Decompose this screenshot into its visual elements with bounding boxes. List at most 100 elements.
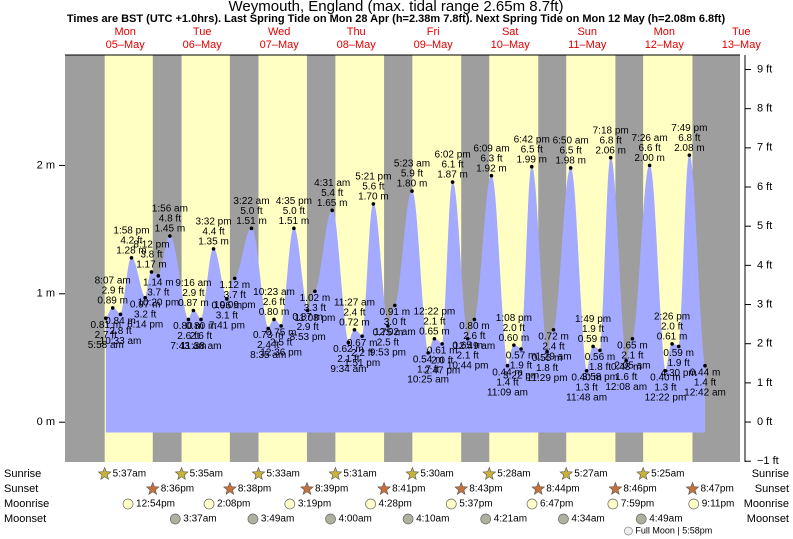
day-name: Tue: [732, 26, 751, 38]
day-date: 05–May: [106, 39, 146, 51]
moonrise-icon: [607, 498, 619, 510]
day-name: Thu: [347, 26, 366, 38]
tide-ft: 2.1 ft: [457, 350, 479, 361]
tide-ft: 5.0 ft: [283, 206, 305, 217]
tide-ft: 2.8 ft: [109, 326, 131, 337]
tide-m: 0.72 m: [538, 331, 569, 342]
moonset-time: 4:34am: [571, 514, 604, 525]
tide-ft: 2.6 ft: [177, 331, 199, 342]
tide-time: 8:07 am: [95, 276, 131, 287]
tide-ft: 5.0 ft: [240, 206, 262, 217]
tide-point: [346, 340, 351, 345]
tide-time: 9:53 pm: [370, 348, 406, 359]
tide-ft: 2.9 ft: [297, 322, 319, 333]
tide-ft: 2.5 ft: [270, 338, 292, 349]
tide-point: [472, 317, 477, 322]
tide-point: [118, 312, 123, 317]
tide-time: 12:49 am: [454, 341, 496, 352]
tide-m: 0.57 m: [506, 351, 537, 362]
tide-time: 5:21 pm: [355, 172, 391, 183]
tide-point: [624, 358, 628, 363]
tide-m: 1.65 m: [317, 198, 348, 209]
tide-ft: 3.0 ft: [384, 317, 406, 328]
y-tick-label: 0 m: [37, 416, 55, 428]
tide-time: 10:25 am: [407, 375, 449, 386]
row-label: Sunrise: [752, 468, 789, 480]
tide-ft: 6.8 ft: [600, 135, 622, 146]
tide-point: [191, 308, 196, 313]
tide-time: 4:30 pm: [661, 368, 697, 379]
tide-point: [371, 202, 376, 206]
y2-tick-label: 1 ft: [757, 377, 772, 389]
tide-point: [143, 295, 147, 300]
tide-m: 0.40 m: [650, 372, 681, 383]
tide-point: [279, 324, 283, 328]
y2-tick-label: 0 ft: [757, 416, 772, 428]
tide-m: 0.80 m: [459, 321, 490, 332]
moonset-icon: [247, 513, 259, 525]
day-date: 08–May: [337, 39, 377, 51]
sunrise-icon: [405, 466, 420, 480]
moonset-icon: [169, 513, 181, 525]
tide-point: [104, 316, 108, 321]
tide-m: 1.45 m: [155, 224, 186, 235]
sunrise-time: 5:25am: [651, 469, 684, 480]
moonrise-icon: [688, 498, 700, 510]
tide-time: 11:27 am: [334, 297, 375, 308]
tide-time: 3:58 pm: [582, 372, 618, 383]
tide-ft: 2.1 ft: [423, 316, 445, 327]
row-label: Moonset: [747, 513, 789, 525]
tide-m: 1.99 m: [516, 154, 547, 165]
day-date: 06–May: [183, 39, 223, 51]
tide-point: [529, 164, 534, 169]
tide-m: 1.98 m: [555, 156, 586, 167]
sunset-icon: [222, 481, 237, 495]
moonrise-icon: [122, 498, 134, 510]
tide-m: 0.60 m: [499, 333, 530, 344]
tide-m: 0.44 m: [492, 367, 523, 378]
tide-m: 0.62 m: [333, 344, 364, 355]
moonset-time: 4:10am: [416, 514, 449, 525]
tide-ft: 6.5 ft: [560, 146, 582, 157]
tide-ft: 2.0 ft: [503, 323, 525, 334]
tide-point: [426, 351, 430, 355]
tide-m: 0.87 m: [292, 312, 323, 323]
moonrise-icon: [284, 498, 296, 510]
tide-time: 10:20 pm: [137, 297, 179, 308]
tide-ft: 1.9 ft: [582, 324, 604, 335]
tide-time: 6:09 am: [473, 143, 509, 154]
day-name: Fri: [427, 26, 440, 38]
chart-subtitle: Times are BST (UTC +1.0hrs). Last Spring…: [67, 13, 726, 25]
day-date: 09–May: [414, 39, 454, 51]
tide-time: 11:09 am: [487, 387, 528, 398]
day-date: 11–May: [568, 39, 607, 51]
tide-point: [512, 343, 516, 347]
sunrise-time: 5:37am: [113, 469, 146, 480]
tide-point: [211, 247, 216, 251]
row-label: Sunrise: [4, 468, 41, 480]
sunset-time: 8:47pm: [700, 484, 733, 495]
tide-point: [703, 363, 707, 368]
tide-ft: 6.3 ft: [480, 153, 502, 164]
tide-point: [156, 274, 161, 278]
tide-time: 10:44 pm: [447, 360, 489, 371]
sunrise-icon: [482, 466, 497, 480]
tide-time: 5:23 am: [394, 159, 430, 170]
tide-m: 1.35 m: [198, 237, 229, 248]
tide-ft: 1.7 ft: [417, 365, 439, 376]
tide-time: 1:29 am: [535, 351, 571, 362]
day-name: Sun: [577, 26, 597, 38]
tide-ft: 4.4 ft: [202, 227, 224, 238]
tide-m: 0.59 m: [578, 334, 609, 345]
tide-m: 0.80 m: [259, 307, 290, 318]
sunrise-time: 5:28am: [497, 469, 530, 480]
tide-m: 1.28 m: [116, 245, 147, 256]
tide-time: 8:53 pm: [290, 332, 326, 343]
tide-time: 2:47 pm: [424, 366, 460, 377]
tide-point: [598, 348, 602, 353]
tide-point: [386, 324, 390, 328]
y2-tick-label: 5 ft: [757, 220, 772, 232]
row-label: Sunset: [4, 483, 38, 495]
y2-tick-label: 7 ft: [757, 142, 772, 154]
